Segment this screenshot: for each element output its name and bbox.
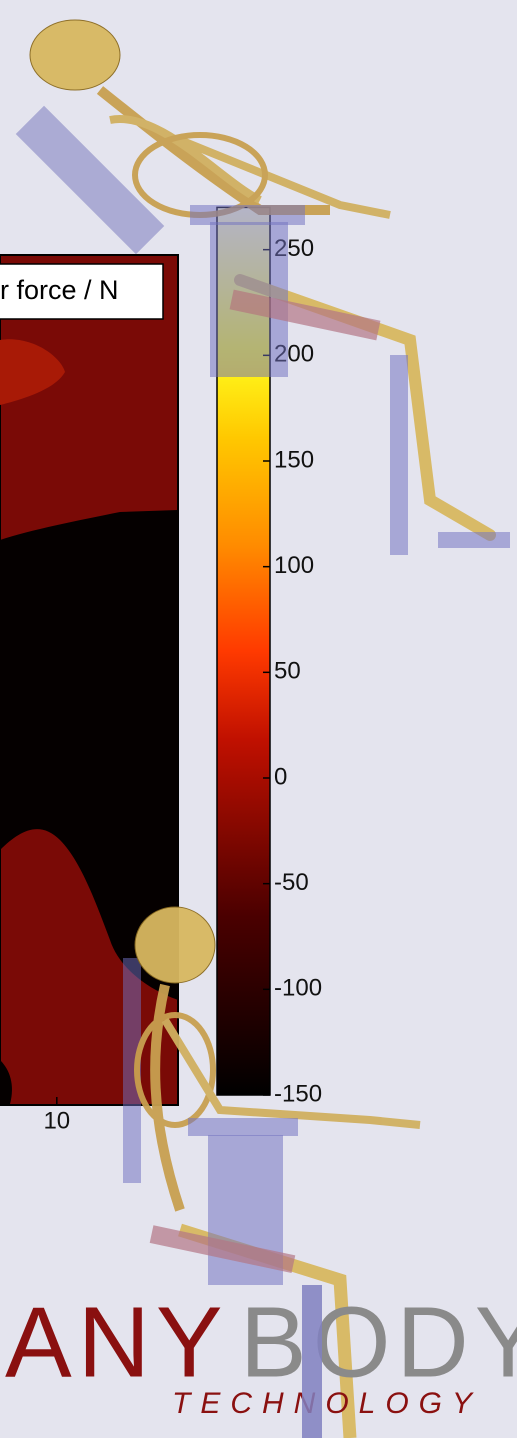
colorbar-tick-label: -150 bbox=[274, 1080, 322, 1107]
skull bbox=[30, 20, 120, 90]
legend-label: r force / N bbox=[0, 275, 119, 305]
seat bbox=[188, 1118, 298, 1136]
contour-plot bbox=[0, 255, 178, 1105]
colorbar-tick-label: 150 bbox=[274, 446, 314, 473]
logo-brand-part2: BODY bbox=[240, 1286, 517, 1398]
foot-rest bbox=[438, 532, 510, 548]
leg-support bbox=[390, 355, 408, 555]
page: 10-150-100-50050100150200250 r force / N… bbox=[0, 0, 517, 1438]
logo-brand-part1: ANY bbox=[5, 1286, 229, 1398]
logo-tagline: TECHNOLOGY bbox=[172, 1387, 482, 1420]
skull bbox=[135, 907, 215, 983]
colorbar-tick-label: -100 bbox=[274, 975, 322, 1002]
colorbar-tick-label: 0 bbox=[274, 763, 287, 790]
colorbar-tick-label: -50 bbox=[274, 869, 309, 896]
colorbar-tick-label: 50 bbox=[274, 658, 301, 685]
colorbar-tick-label: 100 bbox=[274, 552, 314, 579]
leg-support bbox=[302, 1285, 322, 1438]
x-tick-label: 10 bbox=[43, 1107, 70, 1134]
